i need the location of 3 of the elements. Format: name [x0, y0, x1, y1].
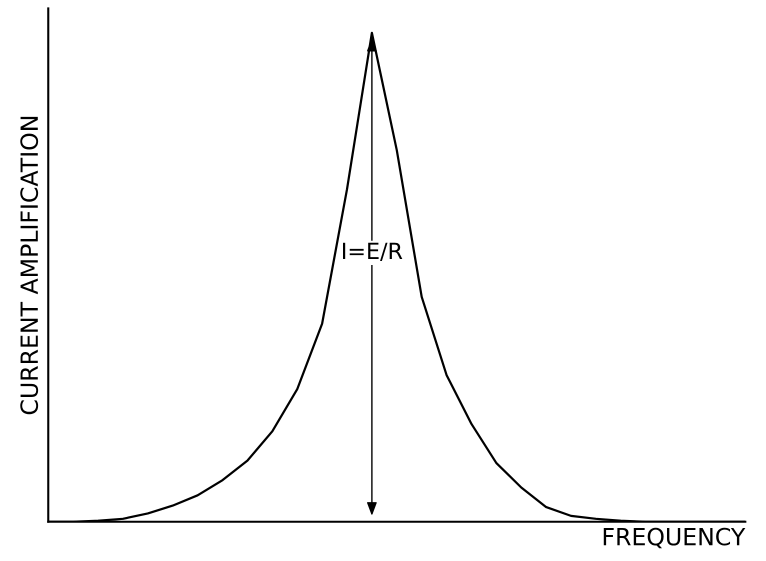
y-axis-title: CURRENT AMPLIFICATION — [20, 116, 38, 414]
x-axis-title: FREQUENCY — [604, 528, 746, 548]
annotation: I=E/R — [343, 242, 402, 262]
